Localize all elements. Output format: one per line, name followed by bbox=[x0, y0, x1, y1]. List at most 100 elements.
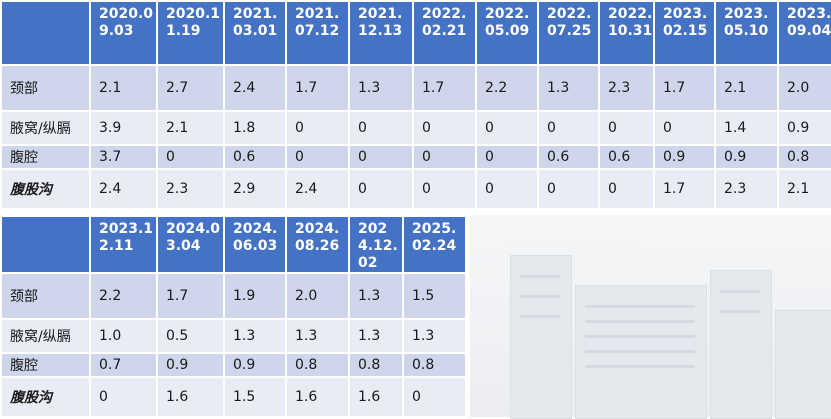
table-cell: 3.7 bbox=[89, 144, 158, 170]
table-cell: 0 bbox=[89, 376, 158, 418]
table-cell: 0 bbox=[537, 168, 600, 210]
header-cell: 2021.12.13 bbox=[348, 0, 414, 66]
table-cell: 2.4 bbox=[89, 168, 158, 210]
table-cell: 0 bbox=[412, 110, 477, 146]
table-cell: 1.7 bbox=[653, 64, 716, 112]
table-cell: 0.8 bbox=[402, 352, 467, 378]
table-cell: 2.3 bbox=[598, 64, 655, 112]
table-row: 腋窝/纵膈 1.0 0.5 1.3 1.3 1.3 1.3 bbox=[0, 318, 467, 354]
header-cell: 2024.08.26 bbox=[285, 215, 350, 274]
table-cell: 0.6 bbox=[598, 144, 655, 170]
row-label: 腹腔 bbox=[0, 144, 91, 170]
table-cell: 0 bbox=[598, 110, 655, 146]
table-cell: 1.6 bbox=[285, 376, 350, 418]
table-cell: 0 bbox=[598, 168, 655, 210]
header-cell: 2020.09.03 bbox=[89, 0, 158, 66]
table-cell: 2.4 bbox=[223, 64, 287, 112]
row-label: 颈部 bbox=[0, 64, 91, 112]
table-cell: 0 bbox=[285, 110, 350, 146]
header-cell: 2023.12.11 bbox=[89, 215, 158, 274]
table-cell: 0 bbox=[653, 110, 716, 146]
table-cell: 2.0 bbox=[285, 272, 350, 320]
table-cell: 0.6 bbox=[537, 144, 600, 170]
header-cell: 2023.09.04 bbox=[777, 0, 831, 66]
header-cell: 2025.02.24 bbox=[402, 215, 467, 274]
table-cell: 2.3 bbox=[156, 168, 225, 210]
header-cell: 2021.07.12 bbox=[285, 0, 350, 66]
table-cell: 2.3 bbox=[714, 168, 779, 210]
table-cell: 1.6 bbox=[156, 376, 225, 418]
table-cell: 2.2 bbox=[89, 272, 158, 320]
table-row: 腹腔 3.7 0 0.6 0 0 0 0 0.6 0.6 0.9 0.9 0.8 bbox=[0, 144, 831, 170]
table-cell: 2.0 bbox=[777, 64, 831, 112]
table-cell: 1.7 bbox=[412, 64, 477, 112]
row-label: 腋窝/纵膈 bbox=[0, 318, 91, 354]
table-cell: 1.4 bbox=[714, 110, 779, 146]
table-cell: 2.1 bbox=[777, 168, 831, 210]
table-row: 腋窝/纵膈 3.9 2.1 1.8 0 0 0 0 0 0 0 1.4 0.9 bbox=[0, 110, 831, 146]
table-cell: 1.3 bbox=[348, 64, 414, 112]
table-cell: 0 bbox=[412, 144, 477, 170]
table-cell: 1.3 bbox=[348, 318, 404, 354]
table-cell: 1.6 bbox=[348, 376, 404, 418]
table-cell: 0.9 bbox=[223, 352, 287, 378]
table-cell: 0.8 bbox=[348, 352, 404, 378]
header-cell: 2020.11.19 bbox=[156, 0, 225, 66]
table-cell: 2.4 bbox=[285, 168, 350, 210]
header-cell: 2024.12.02 bbox=[348, 215, 404, 274]
table-cell: 3.9 bbox=[89, 110, 158, 146]
row-label: 颈部 bbox=[0, 272, 91, 320]
row-label: 腹腔 bbox=[0, 352, 91, 378]
header-cell: 2024.03.04 bbox=[156, 215, 225, 274]
header-cell: 2021.03.01 bbox=[223, 0, 287, 66]
table-cell: 1.3 bbox=[402, 318, 467, 354]
table-cell: 1.7 bbox=[285, 64, 350, 112]
table-cell: 2.1 bbox=[89, 64, 158, 112]
table-cell: 0 bbox=[285, 144, 350, 170]
header-cell: 2024.06.03 bbox=[223, 215, 287, 274]
table-cell: 1.7 bbox=[653, 168, 716, 210]
measurement-table-2: 2023.12.11 2024.03.04 2024.06.03 2024.08… bbox=[0, 215, 467, 418]
table-cell: 0 bbox=[348, 168, 414, 210]
table-row: 颈部 2.1 2.7 2.4 1.7 1.3 1.7 2.2 1.3 2.3 1… bbox=[0, 64, 831, 112]
table-cell: 1.7 bbox=[156, 272, 225, 320]
table-cell: 0.9 bbox=[777, 110, 831, 146]
table-cell: 0 bbox=[348, 144, 414, 170]
header-cell bbox=[0, 215, 91, 274]
background-hospital-image bbox=[470, 215, 831, 419]
table-cell: 1.3 bbox=[223, 318, 287, 354]
table-cell: 0.9 bbox=[714, 144, 779, 170]
table-cell: 1.3 bbox=[537, 64, 600, 112]
table-cell: 0 bbox=[537, 110, 600, 146]
table-cell: 2.9 bbox=[223, 168, 287, 210]
table-cell: 2.7 bbox=[156, 64, 225, 112]
table-cell: 1.3 bbox=[348, 272, 404, 320]
table-cell: 1.5 bbox=[402, 272, 467, 320]
table-cell: 1.5 bbox=[223, 376, 287, 418]
table-cell: 1.0 bbox=[89, 318, 158, 354]
measurement-table-1: 2020.09.03 2020.11.19 2021.03.01 2021.07… bbox=[0, 0, 831, 210]
table-cell: 0 bbox=[475, 144, 539, 170]
table-cell: 0.7 bbox=[89, 352, 158, 378]
table-cell: 2.2 bbox=[475, 64, 539, 112]
table-cell: 2.1 bbox=[156, 110, 225, 146]
table-row: 腹腔 0.7 0.9 0.9 0.8 0.8 0.8 bbox=[0, 352, 467, 378]
table-row: 腹股沟 0 1.6 1.5 1.6 1.6 0 bbox=[0, 376, 467, 418]
header-cell bbox=[0, 0, 91, 66]
table-cell: 1.3 bbox=[285, 318, 350, 354]
table-cell: 0.9 bbox=[653, 144, 716, 170]
header-cell: 2022.07.25 bbox=[537, 0, 600, 66]
header-cell: 2022.10.31 bbox=[598, 0, 655, 66]
table-cell: 0.9 bbox=[156, 352, 225, 378]
header-cell: 2023.05.10 bbox=[714, 0, 779, 66]
table-cell: 0 bbox=[412, 168, 477, 210]
table-row: 腹股沟 2.4 2.3 2.9 2.4 0 0 0 0 0 1.7 2.3 2.… bbox=[0, 168, 831, 210]
table-cell: 0.8 bbox=[777, 144, 831, 170]
header-cell: 2023.02.15 bbox=[653, 0, 716, 66]
row-label: 腹股沟 bbox=[0, 168, 91, 210]
header-cell: 2022.05.09 bbox=[475, 0, 539, 66]
table-row: 颈部 2.2 1.7 1.9 2.0 1.3 1.5 bbox=[0, 272, 467, 320]
table-cell: 1.9 bbox=[223, 272, 287, 320]
table-cell: 0.8 bbox=[285, 352, 350, 378]
table-cell: 0 bbox=[475, 168, 539, 210]
